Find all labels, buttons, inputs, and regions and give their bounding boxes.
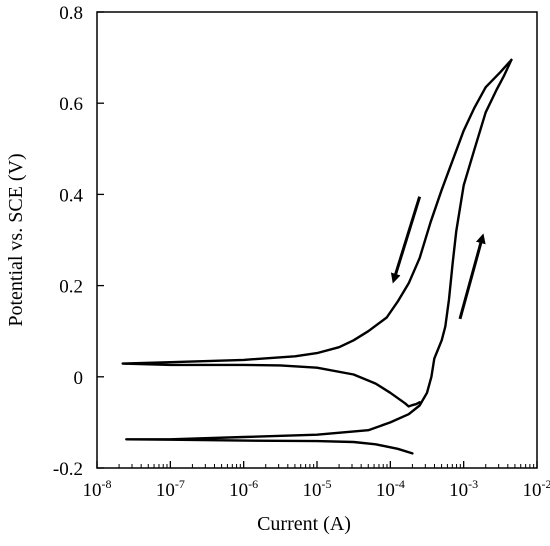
- polarization-curve: [125, 58, 513, 455]
- x-tick-label: 10-8: [83, 477, 112, 501]
- x-tick-label: 10-7: [156, 477, 185, 501]
- x-tick-label: 10-4: [376, 477, 405, 501]
- y-axis-ticks: 0.8 0.6 0.4 0.2 0 -0.2: [53, 3, 104, 480]
- y-axis-title: Potential vs. SCE (V): [5, 153, 27, 326]
- arrow-annotations: [390, 196, 486, 320]
- x-axis-ticks: 10-8 10-7 10-6 10-5 10-4 10-3 10-2: [83, 461, 550, 501]
- y-tick-label: -0.2: [53, 459, 83, 480]
- series-group: [121, 58, 513, 455]
- scan-direction-arrow: [458, 233, 486, 320]
- x-tick-label: 10-5: [303, 477, 332, 501]
- y-tick-label: 0.6: [59, 94, 83, 115]
- y-tick-label: 0.4: [59, 185, 83, 206]
- y-tick-label: 0.2: [59, 277, 83, 298]
- polarization-curve: [121, 58, 513, 408]
- plot-area-frame: [96, 11, 538, 469]
- scan-direction-arrow: [390, 196, 422, 284]
- x-tick-label: 10-3: [449, 477, 478, 501]
- y-tick-label: 0: [74, 368, 84, 389]
- x-tick-label: 10-6: [229, 477, 258, 501]
- y-tick-label: 0.8: [59, 3, 83, 24]
- x-axis-title: Current (A): [257, 513, 351, 535]
- x-tick-label: 10-2: [523, 477, 550, 501]
